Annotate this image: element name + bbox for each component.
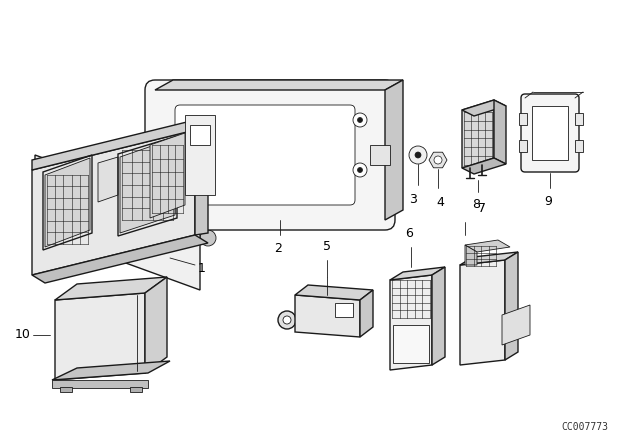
Polygon shape (462, 100, 506, 116)
Bar (519, 140, 527, 152)
Polygon shape (52, 361, 170, 380)
Circle shape (353, 163, 367, 177)
FancyBboxPatch shape (521, 94, 579, 172)
Polygon shape (150, 133, 185, 218)
Text: 9: 9 (544, 195, 552, 208)
Polygon shape (462, 100, 494, 168)
Polygon shape (120, 138, 175, 233)
Bar (575, 113, 583, 125)
Bar (532, 106, 568, 160)
Text: 6: 6 (405, 227, 413, 240)
Text: 4: 4 (436, 196, 444, 209)
Text: 3: 3 (409, 193, 417, 206)
Circle shape (415, 152, 421, 158)
Polygon shape (432, 267, 445, 365)
Polygon shape (360, 290, 373, 337)
Polygon shape (429, 152, 447, 168)
Polygon shape (35, 155, 200, 290)
Bar (335, 303, 353, 317)
Bar (575, 140, 583, 152)
Polygon shape (155, 80, 403, 90)
Circle shape (299, 305, 315, 321)
Polygon shape (98, 157, 118, 202)
Polygon shape (295, 295, 360, 337)
Polygon shape (505, 252, 518, 360)
Polygon shape (55, 293, 145, 380)
Text: 5: 5 (323, 240, 331, 253)
Text: 1: 1 (198, 262, 206, 275)
Polygon shape (145, 277, 167, 373)
Polygon shape (32, 120, 195, 170)
Polygon shape (390, 275, 432, 370)
Circle shape (200, 230, 216, 246)
Bar (130, 387, 142, 392)
Text: 2: 2 (274, 242, 282, 255)
FancyBboxPatch shape (175, 105, 355, 205)
Polygon shape (390, 267, 445, 280)
Circle shape (409, 146, 427, 164)
Polygon shape (460, 260, 505, 365)
Bar (393, 325, 429, 363)
Text: 8: 8 (472, 198, 480, 211)
Bar (519, 113, 527, 125)
Circle shape (434, 156, 442, 164)
Polygon shape (195, 120, 208, 235)
Bar (185, 115, 215, 195)
Polygon shape (502, 305, 530, 345)
Text: 10: 10 (15, 328, 31, 341)
Circle shape (304, 310, 310, 316)
Polygon shape (55, 277, 167, 300)
Polygon shape (370, 145, 390, 165)
Polygon shape (465, 245, 477, 265)
Bar (52, 380, 148, 388)
Circle shape (358, 168, 362, 172)
Polygon shape (32, 235, 208, 283)
Circle shape (283, 316, 291, 324)
Circle shape (358, 117, 362, 122)
Circle shape (340, 318, 350, 328)
Polygon shape (32, 130, 195, 275)
Polygon shape (494, 100, 506, 164)
Polygon shape (465, 240, 510, 252)
Bar (60, 387, 72, 392)
Polygon shape (385, 80, 403, 220)
Circle shape (353, 113, 367, 127)
Text: 7: 7 (478, 202, 486, 215)
Circle shape (278, 311, 296, 329)
Polygon shape (45, 158, 90, 247)
Polygon shape (462, 158, 506, 174)
Bar (190, 125, 210, 145)
Polygon shape (295, 285, 373, 300)
FancyBboxPatch shape (145, 80, 395, 230)
Polygon shape (460, 252, 518, 265)
Text: CC007773: CC007773 (561, 422, 608, 432)
